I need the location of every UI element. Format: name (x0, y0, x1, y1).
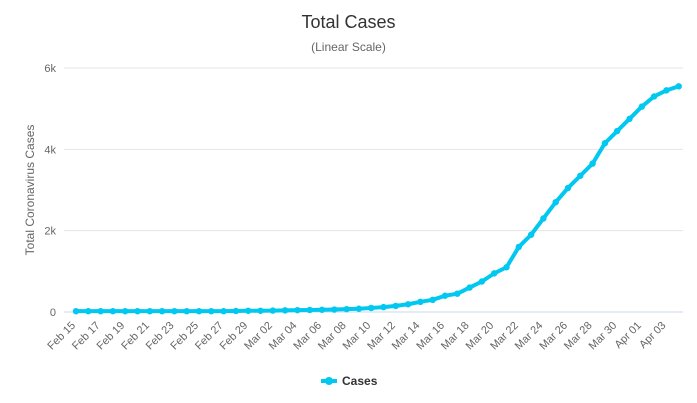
legend-marker-cases (325, 377, 333, 385)
legend[interactable]: Cases (321, 374, 378, 388)
data-point[interactable] (650, 93, 658, 100)
y-axis-ticks: 0 2k 4k 6k (44, 63, 56, 319)
data-point[interactable] (441, 292, 449, 299)
data-point[interactable] (675, 83, 682, 90)
data-point[interactable] (72, 307, 80, 315)
data-point[interactable] (478, 278, 486, 285)
data-point[interactable] (577, 172, 584, 179)
data-point[interactable] (97, 307, 104, 315)
data-point[interactable] (343, 305, 350, 313)
data-point[interactable] (331, 306, 338, 313)
data-point[interactable] (355, 305, 363, 312)
y-tick-label: 2k (44, 226, 56, 238)
legend-label-cases: Cases (342, 374, 378, 388)
data-point[interactable] (208, 307, 215, 315)
data-point[interactable] (85, 307, 92, 315)
data-point[interactable] (638, 103, 645, 110)
data-point[interactable] (109, 307, 117, 315)
data-point[interactable] (503, 264, 510, 271)
data-point[interactable] (183, 307, 190, 315)
data-point[interactable] (281, 307, 289, 314)
data-point[interactable] (195, 307, 203, 315)
data-point[interactable] (380, 303, 387, 311)
data-point[interactable] (122, 307, 129, 315)
data-point[interactable] (417, 298, 424, 306)
data-point[interactable] (527, 231, 535, 238)
data-point[interactable] (158, 307, 166, 315)
data-point[interactable] (245, 307, 252, 314)
data-point[interactable] (404, 301, 412, 308)
data-point[interactable] (134, 307, 141, 315)
data-point[interactable] (220, 307, 227, 315)
data-point[interactable] (614, 127, 621, 135)
data-point[interactable] (491, 270, 498, 277)
x-tick-label: Apr 01 (613, 320, 644, 351)
data-point[interactable] (515, 243, 522, 251)
data-point[interactable] (294, 306, 301, 314)
data-point[interactable] (663, 87, 670, 94)
chart-title: Total Cases (301, 12, 396, 32)
series-cases (72, 83, 682, 315)
x-tick-label: Mar 30 (587, 320, 620, 353)
y-tick-label: 6k (44, 63, 56, 75)
data-point[interactable] (626, 115, 633, 123)
data-point[interactable] (429, 296, 436, 303)
data-point[interactable] (601, 140, 609, 147)
data-point[interactable] (589, 160, 596, 167)
y-tick-label: 0 (50, 307, 56, 319)
data-point[interactable] (269, 307, 276, 314)
data-point[interactable] (466, 284, 473, 291)
data-point[interactable] (552, 199, 559, 206)
data-point[interactable] (146, 307, 153, 315)
data-point[interactable] (232, 307, 240, 315)
y-tick-label: 4k (44, 144, 56, 156)
chart-subtitle: (Linear Scale) (311, 40, 386, 54)
data-point[interactable] (318, 306, 326, 313)
data-point[interactable] (257, 307, 264, 314)
data-point[interactable] (564, 184, 572, 192)
data-point[interactable] (392, 302, 399, 310)
x-tick-label: Apr 03 (637, 320, 668, 351)
data-point[interactable] (368, 304, 375, 312)
data-point[interactable] (454, 290, 461, 297)
gridlines (64, 67, 683, 313)
y-axis-label: Total Coronavirus Cases (23, 125, 37, 256)
data-point[interactable] (540, 215, 547, 222)
series-line-cases (74, 84, 681, 314)
data-point[interactable] (306, 306, 313, 314)
data-point[interactable] (171, 307, 178, 315)
